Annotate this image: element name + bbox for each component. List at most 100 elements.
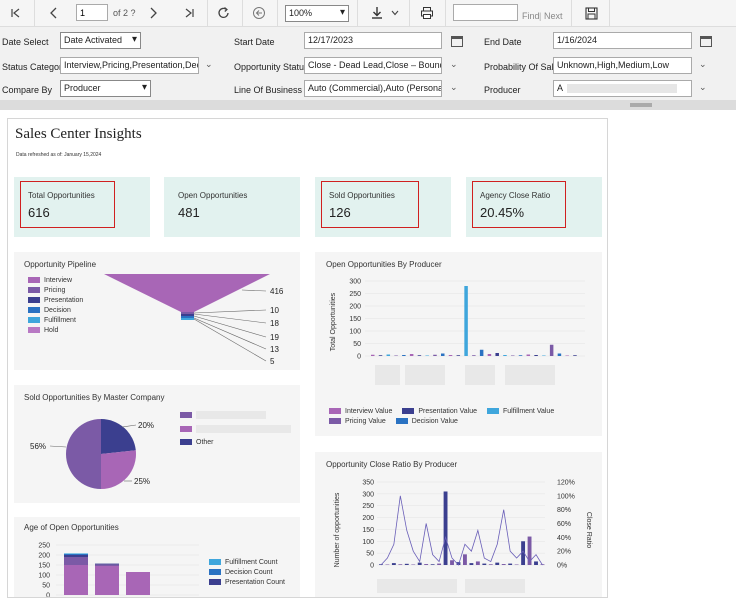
close-ratio-line [381, 496, 543, 565]
start-date-input[interactable]: 12/17/2023 [304, 32, 442, 49]
ratio-bar [489, 564, 493, 565]
y-tick-label: 50 [366, 551, 374, 558]
ratio-bar [398, 564, 402, 565]
y2-tick-label: 60% [557, 521, 571, 528]
refresh-icon[interactable] [214, 0, 234, 26]
report-page: Sales Center Insights Data refreshed as … [7, 118, 608, 598]
open-bar [457, 355, 461, 356]
last-page-icon[interactable] [179, 0, 199, 26]
ratio-bar [463, 554, 467, 565]
close-ratio-y-label: Number of opportunities [334, 492, 341, 567]
funnel-interview [104, 274, 270, 312]
ratio-bar [495, 563, 499, 565]
kpi-sold-opportunities: Sold Opportunities 126 [315, 177, 451, 237]
previous-page-icon[interactable] [44, 0, 64, 26]
open-bar [441, 354, 445, 357]
report-viewer: Sales Center Insights Data refreshed as … [0, 110, 736, 590]
age-bar-segment [64, 557, 88, 565]
y-tick-label: 350 [362, 480, 374, 487]
sold-by-company-panel: Sold Opportunities By Master Company 20%… [14, 385, 300, 503]
funnel-label-decision: 19 [270, 333, 279, 342]
y-tick-label: 250 [38, 543, 50, 550]
pipeline-panel: Opportunity Pipeline Interview Pricing P… [14, 252, 300, 370]
funnel-label-fulfillment: 13 [270, 345, 279, 354]
sold-by-company-legend: Other [180, 408, 291, 448]
age-bar-segment [126, 572, 150, 595]
legend-decision-value: Decision Value [412, 418, 458, 425]
producer-label: Producer [484, 85, 521, 95]
open-bar [410, 354, 414, 356]
back-icon[interactable] [249, 0, 269, 26]
find-input[interactable] [453, 4, 518, 21]
funnel-label-hold: 5 [270, 357, 275, 366]
end-date-calendar-icon[interactable] [700, 36, 712, 47]
page-number-input[interactable] [76, 4, 108, 21]
open-by-producer-panel: Open Opportunities By Producer Total Opp… [315, 252, 602, 436]
pie-label-25: 25% [134, 477, 150, 486]
pie-slice-56 [66, 419, 101, 489]
line-of-business-chevron-icon[interactable]: ⌄ [450, 82, 458, 93]
open-bar [449, 355, 453, 356]
ratio-bar [508, 564, 512, 565]
y-tick-label: 0 [370, 563, 374, 570]
kpi-value: 481 [178, 205, 200, 220]
legend-fulfillment-count: Fulfillment Count [225, 559, 278, 566]
find-link[interactable]: Find [522, 11, 540, 21]
end-date-input[interactable]: 1/16/2024 [553, 32, 692, 49]
ratio-bar [392, 563, 396, 565]
refreshed-text: Data refreshed as of: January 15,2024 [16, 152, 101, 158]
kpi-value: 616 [28, 205, 50, 220]
kpi-label: Total Opportunities [28, 191, 95, 200]
open-bar [480, 350, 484, 356]
pie-slice-25 [101, 450, 136, 489]
y-tick-label: 250 [349, 291, 361, 298]
export-dropdown-icon[interactable] [389, 0, 401, 26]
ratio-bar [469, 563, 473, 565]
ratio-bar [502, 564, 506, 565]
ratio-bar [482, 564, 486, 565]
funnel-label-presentation: 18 [270, 319, 279, 328]
open-bar [488, 354, 492, 356]
next-page-icon[interactable] [143, 0, 163, 26]
y2-tick-label: 100% [557, 493, 575, 500]
status-category-input[interactable]: Interview,Pricing,Presentation,Decisic [60, 57, 199, 74]
status-category-chevron-icon[interactable]: ⌄ [205, 59, 213, 70]
y-tick-label: 250 [362, 503, 374, 510]
y-tick-label: 150 [362, 527, 374, 534]
close-ratio-chart: Number of opportunities Close Ratio 0501… [315, 452, 602, 598]
opportunity-status-chevron-icon[interactable]: ⌄ [450, 59, 458, 70]
zoom-select[interactable]: 100% [285, 5, 349, 22]
start-date-calendar-icon[interactable] [451, 36, 463, 47]
probability-input[interactable]: Unknown,High,Medium,Low [553, 57, 692, 74]
parameters-panel: Date Select Date Activated Start Date 12… [0, 27, 736, 100]
y2-tick-label: 40% [557, 535, 571, 542]
funnel-decision [181, 316, 194, 318]
next-link[interactable]: Next [544, 11, 563, 21]
kpi-label: Agency Close Ratio [480, 191, 550, 200]
opportunity-status-input[interactable]: Close - Dead Lead,Close – Bound,De [304, 57, 442, 74]
ratio-bar [528, 537, 532, 565]
print-icon[interactable] [416, 0, 438, 26]
age-bar-segment [95, 566, 119, 595]
probability-chevron-icon[interactable]: ⌄ [699, 59, 707, 70]
legend-other: Other [196, 439, 214, 446]
y2-tick-label: 120% [557, 480, 575, 487]
funnel-pricing [181, 312, 194, 314]
producer-input[interactable]: A [553, 80, 692, 97]
line-of-business-input[interactable]: Auto (Commercial),Auto (Personal),B [304, 80, 442, 97]
ratio-bar [418, 563, 422, 565]
date-select-dropdown[interactable]: Date Activated [60, 32, 141, 49]
splitter-grip[interactable] [630, 103, 652, 107]
report-title: Sales Center Insights [15, 126, 142, 143]
close-ratio-panel: Opportunity Close Ratio By Producer Numb… [315, 452, 602, 598]
y2-tick-label: 20% [557, 549, 571, 556]
export-icon[interactable] [366, 0, 388, 26]
producer-chevron-icon[interactable]: ⌄ [699, 82, 707, 93]
open-bar [394, 356, 398, 357]
y-tick-label: 200 [362, 515, 374, 522]
save-icon[interactable] [580, 0, 602, 26]
parameter-splitter[interactable] [0, 100, 736, 110]
first-page-icon[interactable] [6, 0, 26, 26]
compare-by-dropdown[interactable]: Producer [60, 80, 151, 97]
y-tick-label: 200 [38, 553, 50, 560]
